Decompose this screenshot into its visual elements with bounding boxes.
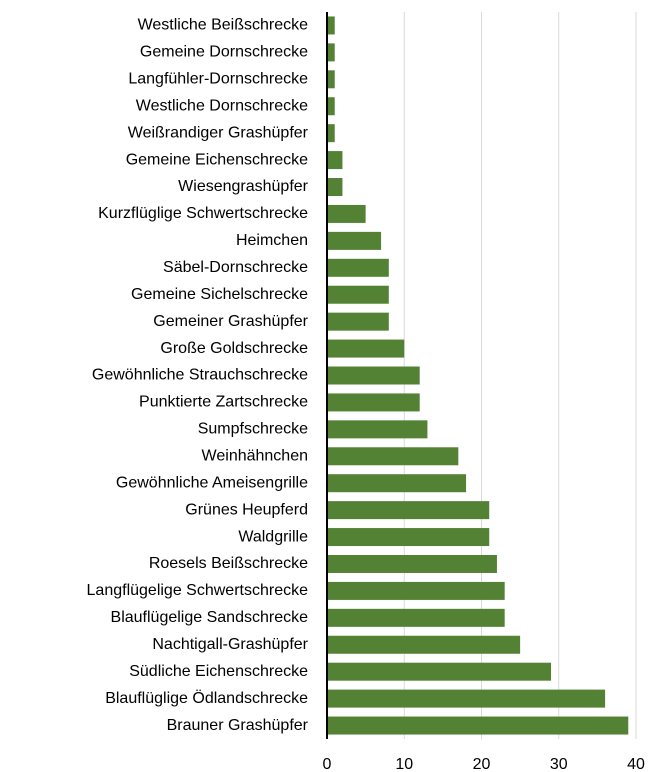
bar xyxy=(327,97,335,116)
bar xyxy=(327,554,497,573)
y-tick-label: Punktierte Zartschrecke xyxy=(139,394,308,411)
y-tick-label: Waldgrille xyxy=(238,528,308,545)
bar xyxy=(327,528,490,547)
bar xyxy=(327,339,405,358)
y-tick-label: Große Goldschrecke xyxy=(160,340,308,357)
y-tick-label: Weißrandiger Grashüpfer xyxy=(128,124,309,141)
bar xyxy=(327,178,343,197)
y-tick-label: Gemeine Eichenschrecke xyxy=(126,151,308,168)
x-tick-label: 30 xyxy=(550,756,568,772)
x-tick-label: 10 xyxy=(395,756,413,772)
bar xyxy=(327,204,366,223)
x-tick-label: 40 xyxy=(627,756,645,772)
bar xyxy=(327,151,343,170)
x-tick-label: 20 xyxy=(473,756,491,772)
bar xyxy=(327,716,629,735)
y-tick-label: Gemeiner Grashüpfer xyxy=(153,313,308,330)
bar xyxy=(327,285,389,304)
bar xyxy=(327,124,335,143)
y-tick-label: Wiesengrashüpfer xyxy=(178,178,309,195)
y-tick-label: Heimchen xyxy=(236,232,308,249)
y-tick-label: Grünes Heupferd xyxy=(185,501,308,518)
bar xyxy=(327,474,467,493)
y-tick-label: Langfühler-Dornschrecke xyxy=(128,71,308,88)
bar xyxy=(327,70,335,89)
y-tick-label: Kurzflüglige Schwertschrecke xyxy=(98,205,308,222)
y-tick-label: Weinhähnchen xyxy=(202,447,308,464)
bar xyxy=(327,393,420,412)
y-tick-label: Blauflügelige Sandschrecke xyxy=(111,609,309,626)
y-tick-label: Brauner Grashüpfer xyxy=(167,717,309,734)
y-tick-label: Roesels Beißschrecke xyxy=(149,555,308,572)
bar xyxy=(327,662,552,681)
bar xyxy=(327,231,382,250)
y-tick-label: Westliche Beißschrecke xyxy=(138,17,309,34)
y-tick-label: Blauflüglige Ödlandschrecke xyxy=(105,689,308,707)
y-tick-label: Gewöhnliche Ameisengrille xyxy=(116,474,308,491)
bar xyxy=(327,420,428,439)
bar xyxy=(327,581,505,600)
y-tick-label: Gewöhnliche Strauchschrecke xyxy=(92,367,308,384)
bar xyxy=(327,501,490,520)
y-tick-label: Gemeine Dornschrecke xyxy=(140,44,308,61)
bar xyxy=(327,16,335,35)
y-tick-label: Westliche Dornschrecke xyxy=(136,97,308,114)
bar xyxy=(327,258,389,277)
y-tick-label: Sumpfschrecke xyxy=(198,421,308,438)
bar xyxy=(327,43,335,62)
bar xyxy=(327,689,606,708)
x-tick-label: 0 xyxy=(323,756,332,772)
bar xyxy=(327,447,459,466)
y-tick-label: Südliche Eichenschrecke xyxy=(129,663,308,680)
bar xyxy=(327,608,505,627)
y-tick-label: Gemeine Sichelschrecke xyxy=(131,286,308,303)
bar xyxy=(327,366,420,385)
bar xyxy=(327,635,521,654)
y-tick-label: Nachtigall-Grashüpfer xyxy=(152,636,308,653)
y-tick-label: Säbel-Dornschrecke xyxy=(163,259,308,276)
bar xyxy=(327,312,389,331)
y-tick-label: Langflügelige Schwertschrecke xyxy=(87,582,309,599)
